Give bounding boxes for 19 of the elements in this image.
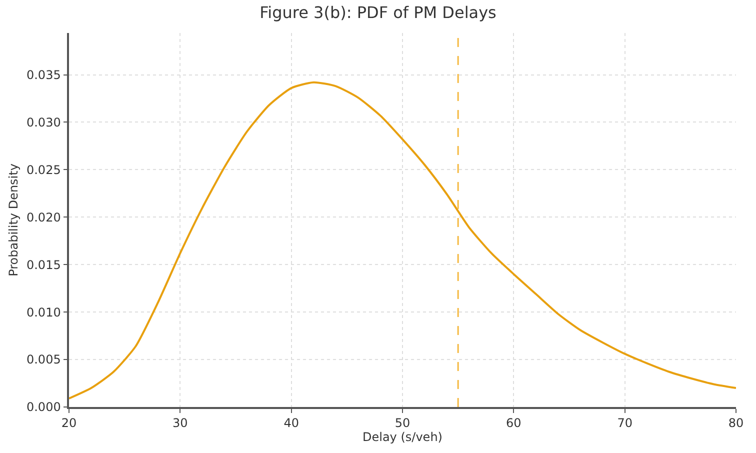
- x-axis-title: Delay (s/veh): [362, 430, 442, 444]
- y-tick-label: 0.035: [26, 68, 61, 82]
- x-tick-label: 20: [61, 416, 77, 430]
- x-tick-label: 70: [617, 416, 632, 430]
- y-tick-label: 0.010: [26, 305, 61, 320]
- y-tick-label: 0.005: [26, 352, 61, 367]
- y-axis-title: Probability Density: [6, 164, 20, 276]
- x-tick-label: 80: [728, 416, 744, 430]
- x-tick-label: 40: [284, 416, 299, 430]
- x-tick-label: 30: [172, 416, 188, 430]
- chart-title: Figure 3(b): PDF of PM Delays: [260, 2, 496, 22]
- y-tick-label: 0.025: [26, 162, 61, 177]
- y-tick-label: 0.015: [26, 258, 61, 272]
- line-series: [69, 81, 736, 400]
- y-tick-label: 0.000: [26, 400, 61, 414]
- x-tick-label: 50: [394, 416, 410, 430]
- x-tick-label: 60: [506, 416, 522, 430]
- y-tick-label: 0.030: [26, 115, 61, 130]
- y-tick-label: 0.020: [26, 210, 61, 224]
